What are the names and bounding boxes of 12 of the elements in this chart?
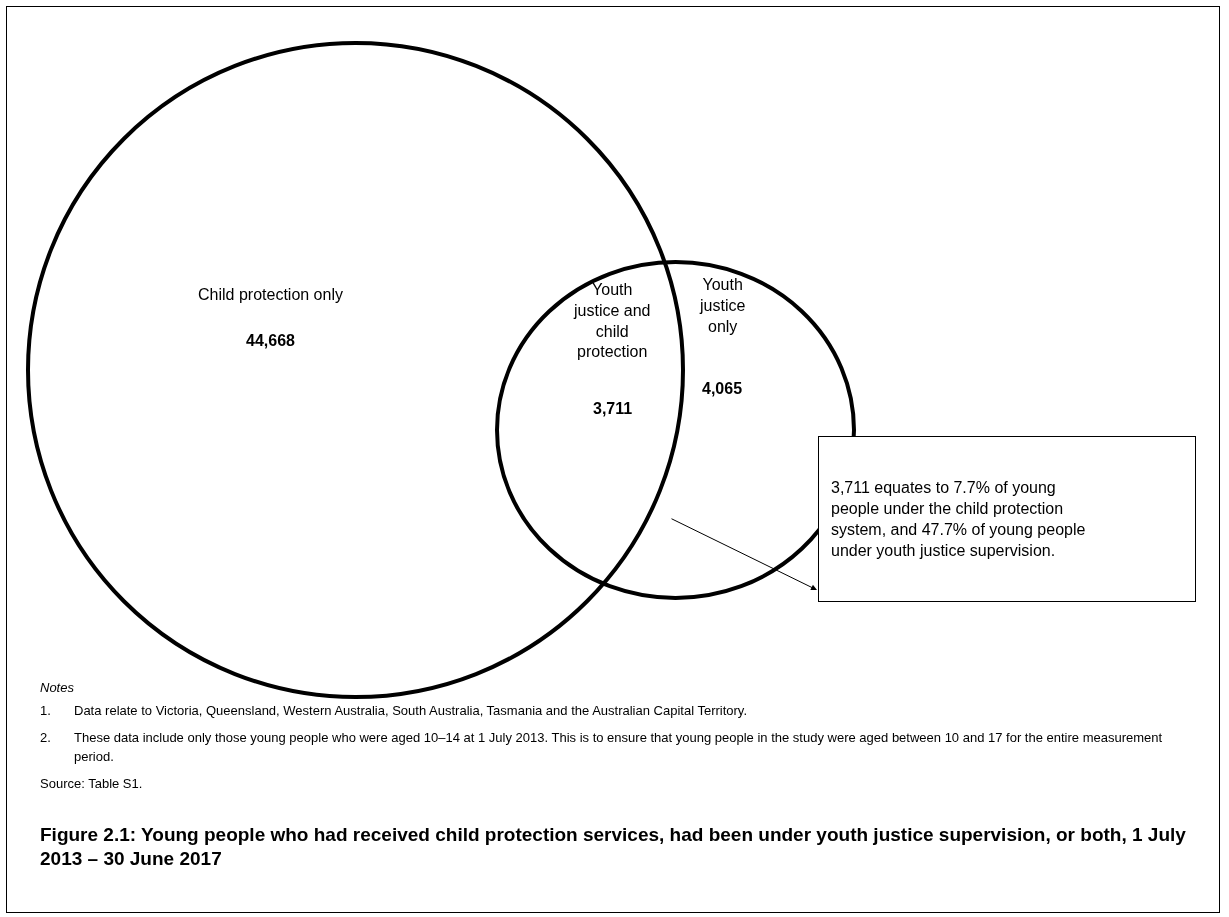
data-label: 3,711 [593, 400, 633, 417]
category-label: Child protection only [198, 286, 343, 303]
source-note: Source: Table S1. [40, 775, 144, 793]
data-label: 4,065 [702, 380, 743, 397]
text: 3,711 equates to 7.7% of young people under the child protection system, and 47.7% of young people under youth justice supervision. [831, 479, 1086, 559]
text: Notes [40, 680, 75, 695]
text: Figure 2.1: Young people who had received child protection services, had been under youth justice supervision, or both, 1 July 2013 – 30 June 2017 [40, 823, 1187, 871]
data-label: 44,668 [246, 332, 296, 349]
category-label: Youth justice and child protection [573, 281, 651, 361]
text: 2. These data include only those young people who were aged 10–14 at 1 July 2013. This is to ensure that young people in the study were aged between 10 and 17 for the entire measurement period. [40, 730, 1163, 764]
text: 1. Data relate to Victoria, Queensland, Western Australia, South Australia, Tasmania and the Australian Capital Territory. [40, 703, 747, 718]
category-label: Youth justice only [699, 276, 746, 335]
